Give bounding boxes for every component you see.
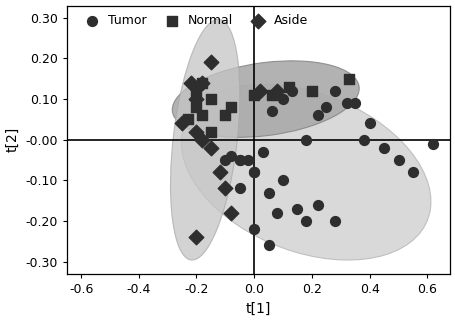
Tumor [313,113,321,118]
Tumor [379,145,387,151]
Tumor [267,109,274,114]
Aside [198,137,206,142]
Tumor [365,121,373,126]
Normal [267,92,274,98]
Normal [308,88,315,93]
Normal [227,105,234,110]
Normal [207,97,214,102]
Tumor [236,158,243,163]
Tumor [264,243,272,248]
Tumor [293,206,300,212]
Tumor [273,210,280,215]
Tumor [221,158,228,163]
Normal [250,92,257,98]
Aside [207,60,214,65]
Aside [273,88,280,93]
Tumor [250,227,257,232]
Tumor [302,219,309,224]
Aside [198,80,206,85]
Normal [198,113,206,118]
Aside [192,129,200,134]
Normal [184,117,191,122]
Ellipse shape [181,84,430,260]
Normal [207,129,214,134]
Normal [192,88,200,93]
Normal [345,76,352,81]
Tumor [322,105,329,110]
Tumor [250,170,257,175]
Legend: Tumor, Normal, Aside: Tumor, Normal, Aside [76,12,310,30]
Tumor [227,153,234,159]
Tumor [279,178,286,183]
Tumor [236,158,243,163]
Y-axis label: t[2]: t[2] [5,127,20,152]
Normal [284,84,292,90]
Tumor [409,170,416,175]
Tumor [302,137,309,142]
Tumor [279,97,286,102]
Tumor [351,100,358,106]
Tumor [258,149,266,154]
Aside [192,235,200,240]
Normal [198,80,206,85]
Tumor [244,158,252,163]
Normal [192,105,200,110]
Tumor [236,186,243,191]
Tumor [394,158,401,163]
Aside [207,145,214,151]
Tumor [331,219,338,224]
Tumor [359,137,367,142]
Aside [256,88,263,93]
Ellipse shape [172,61,359,137]
Tumor [250,170,257,175]
Tumor [342,100,349,106]
Tumor [288,88,295,93]
Tumor [313,202,321,207]
Aside [227,210,234,215]
Normal [221,113,228,118]
X-axis label: t[1]: t[1] [245,301,271,316]
Aside [192,97,200,102]
Ellipse shape [170,19,239,260]
Aside [187,80,194,85]
Tumor [264,190,272,195]
Tumor [429,141,436,146]
Aside [221,186,228,191]
Aside [178,121,185,126]
Tumor [331,88,338,93]
Aside [216,170,223,175]
